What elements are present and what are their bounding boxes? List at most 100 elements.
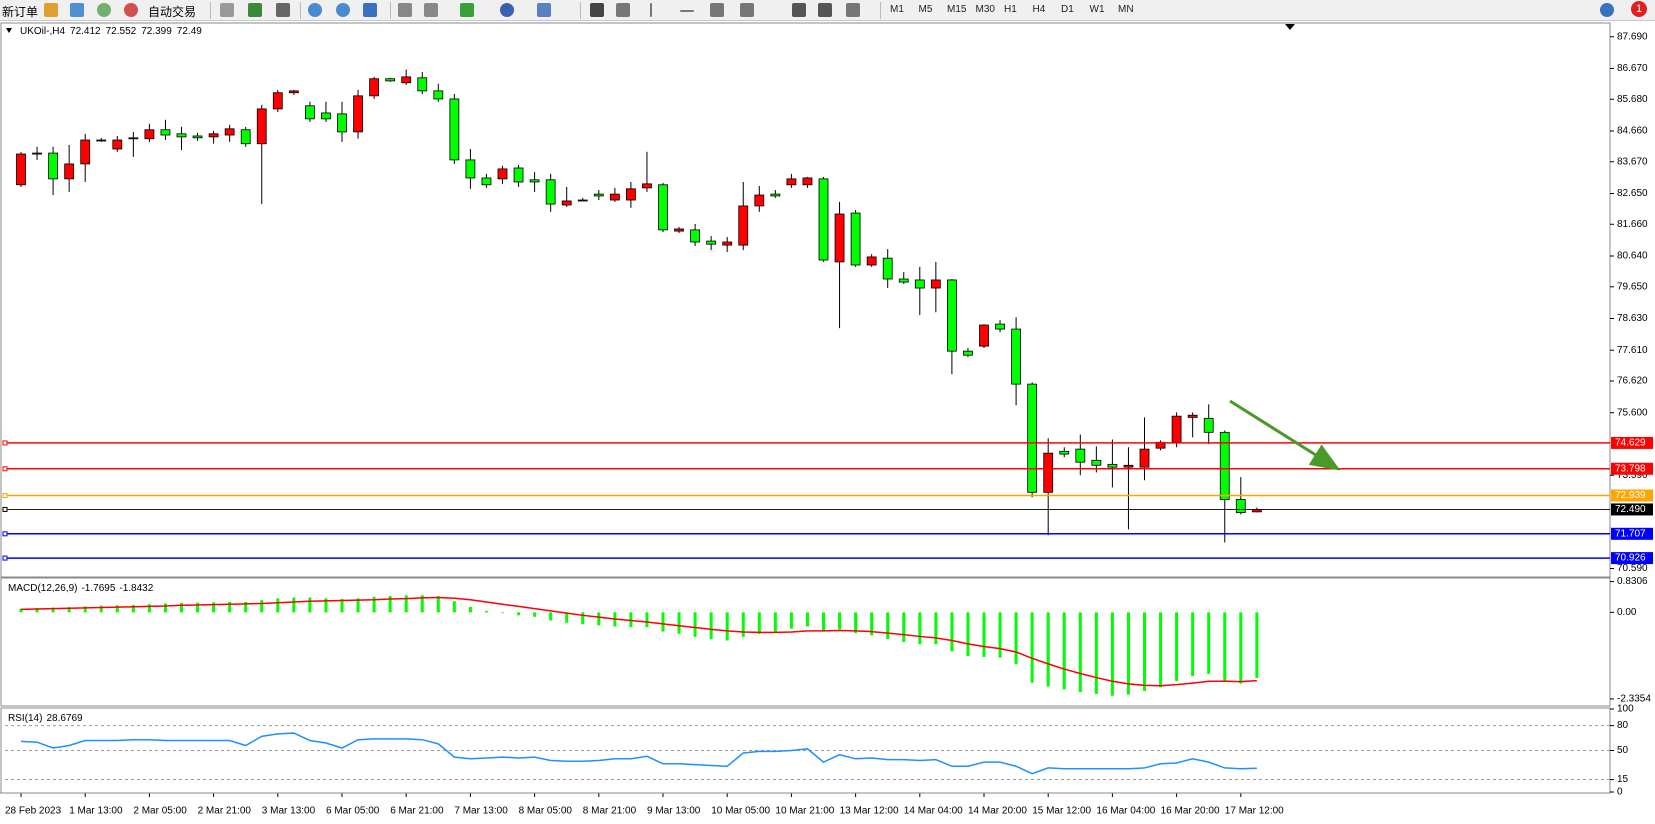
price-label-bg xyxy=(1611,503,1653,516)
macd-bar xyxy=(196,602,200,613)
icon[interactable] xyxy=(460,3,474,17)
macd-bar xyxy=(276,598,280,613)
macd-bar xyxy=(950,612,954,652)
icon[interactable] xyxy=(276,3,290,17)
macd-bar xyxy=(741,612,745,637)
macd-bar xyxy=(709,612,713,640)
candle-body xyxy=(850,212,861,266)
y-tick-label: 77.610 xyxy=(1617,345,1648,356)
timeframe-button[interactable]: MN xyxy=(1118,4,1134,15)
timeframe-button[interactable]: H1 xyxy=(1004,4,1017,15)
candle-body xyxy=(465,159,476,179)
candle-body xyxy=(674,228,684,232)
new-order-button[interactable]: 新订单 xyxy=(2,5,39,19)
text-tool[interactable] xyxy=(792,3,806,17)
y-tick-label: 81.660 xyxy=(1617,219,1648,230)
alert-badge[interactable]: 1 xyxy=(1631,1,1647,17)
icon[interactable] xyxy=(124,3,138,17)
candle-body xyxy=(722,241,733,246)
signal-line xyxy=(20,596,1257,687)
macd-bar xyxy=(934,612,938,645)
hline[interactable] xyxy=(680,10,694,12)
icon[interactable] xyxy=(500,3,514,17)
timeframe-button[interactable]: H4 xyxy=(1032,4,1046,15)
candle-body xyxy=(834,213,845,263)
candle-body xyxy=(963,350,973,356)
candle-body xyxy=(80,139,91,165)
x-tick-label: 10 Mar 21:00 xyxy=(775,806,834,817)
price-label-bg xyxy=(1611,552,1653,565)
candle-body xyxy=(112,139,123,150)
timeframe-button[interactable]: D1 xyxy=(1061,4,1074,15)
icon[interactable] xyxy=(44,3,58,17)
timeframe-button[interactable]: M15 xyxy=(947,4,967,15)
y-tick-label: 50 xyxy=(1617,745,1629,756)
candle-body xyxy=(1235,499,1246,513)
macd-bar xyxy=(645,612,649,628)
macd-bar xyxy=(436,596,440,613)
macd-bar xyxy=(1255,612,1259,678)
candle-body xyxy=(642,183,652,189)
x-tick-label: 15 Mar 12:00 xyxy=(1032,806,1091,817)
candle-body xyxy=(208,133,219,138)
indicator-value: 28.6769 xyxy=(46,713,83,724)
macd-bar xyxy=(1239,612,1243,684)
icon[interactable] xyxy=(70,3,84,17)
shapes[interactable] xyxy=(846,3,860,17)
x-tick-label: 8 Mar 21:00 xyxy=(583,806,637,817)
icon[interactable] xyxy=(248,3,262,17)
macd-bar xyxy=(581,612,585,625)
vline[interactable] xyxy=(650,3,652,17)
crosshair[interactable] xyxy=(616,3,630,17)
price-label-bg xyxy=(1611,462,1653,475)
label-tool[interactable] xyxy=(818,3,832,17)
candle-body xyxy=(144,129,155,140)
timeframe-button[interactable]: M1 xyxy=(890,4,904,15)
y-tick-label: 15 xyxy=(1617,774,1629,785)
shift-marker xyxy=(1285,24,1295,30)
y-tick-label: 75.600 xyxy=(1617,407,1648,418)
candle-body xyxy=(1219,431,1230,500)
macd-bar xyxy=(468,606,472,613)
y-tick-label: 80.640 xyxy=(1617,251,1648,262)
toolbar: 新订单 自动交易 M1 M5 M15 M30 H1 H4 D1 W1 MN 1 xyxy=(0,0,1655,21)
macd-bar xyxy=(212,602,216,613)
zoom-out[interactable] xyxy=(336,3,350,17)
candle-body xyxy=(385,78,396,82)
icon[interactable] xyxy=(363,3,377,17)
candle-body xyxy=(176,133,187,138)
channel[interactable] xyxy=(740,3,754,17)
separator xyxy=(390,2,391,19)
timeframe-button[interactable]: M5 xyxy=(918,4,933,15)
x-tick-label: 16 Mar 04:00 xyxy=(1096,806,1155,817)
auto-trading-button[interactable]: 自动交易 xyxy=(148,5,197,19)
icon[interactable] xyxy=(537,3,551,17)
x-tick-label: 28 Feb 2023 xyxy=(5,806,62,817)
timeframe-button[interactable]: W1 xyxy=(1089,4,1105,15)
trendline[interactable] xyxy=(710,3,724,17)
macd-bar xyxy=(1062,612,1066,690)
separator xyxy=(300,2,301,19)
candle-body xyxy=(1059,450,1070,455)
candle-body xyxy=(433,90,444,100)
macd-bar xyxy=(484,610,488,613)
separator xyxy=(580,2,581,19)
search[interactable] xyxy=(1600,3,1614,17)
icon[interactable] xyxy=(97,3,111,17)
candle-body xyxy=(32,152,42,155)
cursor[interactable] xyxy=(590,3,604,17)
icon[interactable] xyxy=(398,3,412,17)
timeframe-button[interactable]: M30 xyxy=(975,4,995,15)
candle-body xyxy=(256,108,267,145)
macd-bar xyxy=(1143,612,1146,691)
x-tick-label: 2 Mar 21:00 xyxy=(198,806,252,817)
macd-bar xyxy=(308,597,312,613)
zoom-in[interactable] xyxy=(308,3,322,17)
icon[interactable] xyxy=(424,3,438,17)
panel-frame xyxy=(0,577,1611,707)
macd-bar xyxy=(51,607,55,613)
icon[interactable] xyxy=(220,3,234,17)
macd-bar xyxy=(292,597,296,613)
candle-body xyxy=(192,135,203,139)
candle-body xyxy=(545,179,556,205)
